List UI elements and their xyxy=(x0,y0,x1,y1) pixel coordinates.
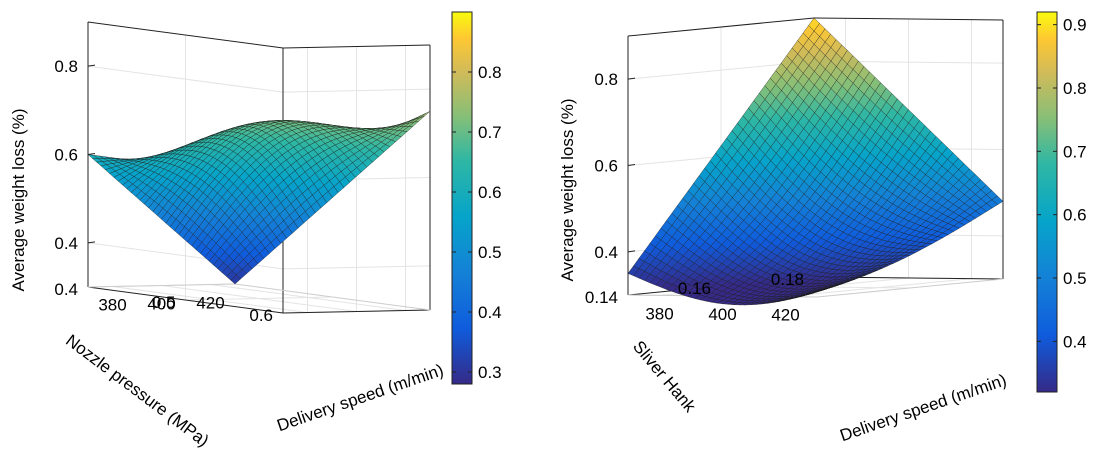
x-tick-label: 420 xyxy=(771,306,799,325)
top-left-edge xyxy=(627,17,815,37)
right-surface-plot: 0.4 0.6 0.8 380 400 420 0.14 0.16 0.18 Average w… xyxy=(558,11,1087,445)
grid-line xyxy=(185,296,333,301)
top-back-edge xyxy=(282,44,431,49)
z-tick-label: 0.4 xyxy=(594,243,618,262)
y-tick-label: 0.18 xyxy=(771,270,804,289)
z-tick-label: 0.8 xyxy=(594,70,618,89)
floor-front-edge xyxy=(87,283,236,288)
z-axis-label-right: Average weight loss (%) xyxy=(558,99,577,282)
colorbar-tick-label: 0.8 xyxy=(478,63,502,82)
y-tick-label: 0.14 xyxy=(585,288,618,307)
colorbar-tick-label: 0.6 xyxy=(478,183,502,202)
z-axis-label-left: Average weight loss (%) xyxy=(9,109,28,292)
tick-labels-right: 0.4 0.6 0.8 380 400 420 0.14 0.16 0.18 xyxy=(585,70,804,325)
surface-left xyxy=(87,111,431,285)
x-tick-label: 380 xyxy=(645,304,673,323)
colorbar-tick-label: 0.7 xyxy=(1063,142,1087,161)
colorbar-gradient xyxy=(1036,11,1058,393)
top-back-edge xyxy=(813,17,1004,21)
colorbar-tick-label: 0.5 xyxy=(478,243,502,262)
colorbar-tick-label: 0.6 xyxy=(1063,206,1087,225)
surface-cell xyxy=(811,290,823,294)
x-tick-label: 400 xyxy=(708,305,736,324)
z-tick-label: 0.4 xyxy=(54,234,78,253)
z-tick-label: 0.8 xyxy=(54,57,78,76)
colorbar-tick-label: 0.3 xyxy=(478,363,502,382)
z-tick-mark xyxy=(627,77,636,80)
z-tick-mark xyxy=(87,241,96,244)
y-axis-label-right: Sliver Hank xyxy=(629,337,700,416)
x-tick-label: 400 xyxy=(147,295,175,314)
z-tick-mark xyxy=(627,250,636,253)
surface-cell xyxy=(230,274,241,285)
surface-right xyxy=(627,17,1004,306)
top-left-edge xyxy=(87,21,284,49)
z-tick-mark xyxy=(627,164,636,166)
y-tick-label: 0.5 xyxy=(152,293,176,312)
colorbar-tick-label: 0.4 xyxy=(478,303,502,322)
surface-cell xyxy=(419,111,431,118)
y-tick-label: 0.4 xyxy=(54,280,78,299)
y-tick-label: 0.16 xyxy=(678,279,711,298)
colorbar-gradient xyxy=(451,11,473,385)
colorbar-tick-label: 0.9 xyxy=(1063,16,1087,35)
colorbar-tick-label: 0.8 xyxy=(1063,79,1087,98)
tick-labels-left: 0.4 0.6 0.8 380 400 420 0.4 0.5 0.6 xyxy=(54,57,273,325)
colorbar-tick-label: 0.7 xyxy=(478,123,502,142)
z-tick-label: 0.6 xyxy=(594,157,618,176)
floor-back-edge xyxy=(282,309,431,314)
z-tick-label: 0.6 xyxy=(54,146,78,165)
colorbar-tick-label: 0.4 xyxy=(1063,332,1087,351)
floor-right-edge xyxy=(234,283,431,311)
left-surface-plot: 0.4 0.6 0.8 380 400 420 0.4 0.5 0.6 Average weig… xyxy=(9,11,502,451)
x-tick-label: 420 xyxy=(196,294,224,313)
floor-right-edge xyxy=(816,278,1004,298)
y-tick-label: 0.6 xyxy=(249,306,273,325)
colorbar-left: 0.3 0.4 0.5 0.6 0.7 0.8 xyxy=(451,11,502,385)
colorbar-right: 0.4 0.5 0.6 0.7 0.8 0.9 xyxy=(1036,11,1087,393)
floor-left-edge xyxy=(87,286,284,314)
y-axis-label-left: Nozzle pressure (MPa) xyxy=(62,331,212,451)
x-axis-label-left: Delivery speed (m/min) xyxy=(274,360,445,435)
x-axis-label-right: Delivery speed (m/min) xyxy=(837,370,1008,445)
colorbar-tick-label: 0.5 xyxy=(1063,269,1087,288)
x-tick-label: 380 xyxy=(98,296,126,315)
z-tick-mark xyxy=(87,64,96,67)
z-tick-mark xyxy=(87,153,96,155)
